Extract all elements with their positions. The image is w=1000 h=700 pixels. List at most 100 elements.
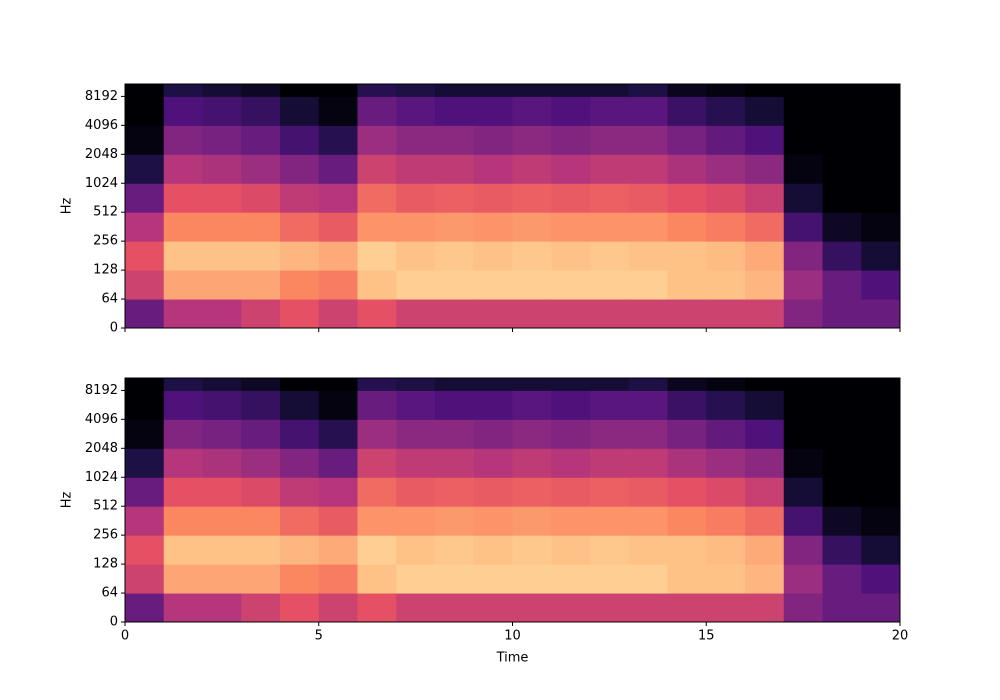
spectrogram-cell	[473, 390, 513, 420]
spectrogram-cell	[706, 390, 746, 420]
spectrogram-cell	[590, 96, 630, 126]
spectrogram-cell	[745, 270, 785, 300]
spectrogram-cell	[357, 448, 397, 478]
spectrogram-cell	[628, 477, 668, 507]
spectrogram-cell	[783, 448, 823, 478]
spectrogram-cell	[473, 154, 513, 184]
spectrogram-cell	[357, 593, 397, 623]
spectrogram-cell	[318, 448, 358, 478]
spectrogram-cell	[396, 241, 436, 271]
spectrogram-cell	[745, 183, 785, 213]
spectrogram-cell	[628, 378, 668, 391]
spectrogram-cell	[318, 125, 358, 155]
spectrogram-cell	[628, 212, 668, 242]
spectrogram-cell	[590, 390, 630, 420]
spectrogram-cell	[861, 270, 901, 300]
spectrogram-cell	[473, 564, 513, 594]
spectrogram-cell	[473, 477, 513, 507]
spectrogram-cell	[163, 84, 203, 97]
spectrogram-cell	[202, 183, 242, 213]
spectrogram-cell	[667, 535, 707, 565]
spectrogram-cell	[202, 212, 242, 242]
spectrogram-cell	[590, 212, 630, 242]
spectrogram-cell	[357, 241, 397, 271]
spectrogram-cell	[628, 593, 668, 623]
spectrogram-cell	[280, 84, 320, 97]
spectrogram-cell	[706, 535, 746, 565]
spectrogram-cell	[241, 390, 281, 420]
spectrogram-cell	[202, 535, 242, 565]
spectrogram-cell	[125, 564, 165, 594]
spectrogram-cell	[357, 378, 397, 391]
spectrogram-cell	[861, 564, 901, 594]
spectrogram-cell	[202, 299, 242, 329]
spectrogram-cell	[667, 299, 707, 329]
spectrogram-cell	[861, 212, 901, 242]
spectrogram-cell	[435, 154, 475, 184]
spectrogram-cell	[590, 593, 630, 623]
spectrogram-cell	[473, 125, 513, 155]
spectrogram-cell	[318, 212, 358, 242]
spectrogram-cell	[202, 270, 242, 300]
spectrogram-cell	[822, 419, 862, 449]
spectrogram-cell	[202, 154, 242, 184]
spectrogram-cell	[822, 448, 862, 478]
spectrogram-cell	[667, 477, 707, 507]
spectrogram-cell	[125, 535, 165, 565]
spectrogram-cell	[125, 299, 165, 329]
spectrogram-cell	[706, 270, 746, 300]
spectrogram-cell	[125, 125, 165, 155]
spectrogram-cell	[590, 84, 630, 97]
spectrogram-cell	[435, 241, 475, 271]
spectrogram-cell	[512, 96, 552, 126]
spectrogram-cell	[435, 593, 475, 623]
x-tick-label: 20	[892, 629, 909, 644]
spectrogram-cell	[745, 212, 785, 242]
spectrogram-cell	[861, 183, 901, 213]
spectrogram-cell	[318, 419, 358, 449]
spectrogram-cell	[628, 448, 668, 478]
spectrogram-cell	[357, 299, 397, 329]
spectrogram-cell	[628, 154, 668, 184]
spectrogram-cell	[783, 378, 823, 391]
spectrogram-cell	[357, 477, 397, 507]
spectrogram-cell	[163, 593, 203, 623]
y-tick-label: 4096	[85, 118, 118, 133]
y-tick-label: 64	[101, 586, 118, 601]
spectrogram-cell	[745, 299, 785, 329]
spectrogram-cell	[822, 212, 862, 242]
spectrogram-cell	[357, 419, 397, 449]
spectrogram-cell	[435, 419, 475, 449]
y-tick-label: 2048	[85, 441, 118, 456]
spectrogram-cell	[628, 125, 668, 155]
spectrogram-cell	[435, 448, 475, 478]
spectrogram-cell	[745, 378, 785, 391]
spectrogram-cell	[667, 448, 707, 478]
spectrogram-cell	[512, 154, 552, 184]
spectrogram-cell	[280, 477, 320, 507]
spectrogram-cell	[125, 378, 165, 391]
spectrogram-cell	[706, 96, 746, 126]
spectrogram-cell	[667, 96, 707, 126]
spectrogram-cell	[590, 564, 630, 594]
spectrogram-cell	[706, 212, 746, 242]
spectrogram-cell	[318, 477, 358, 507]
spectrogram-cell	[590, 125, 630, 155]
spectrogram-cell	[706, 564, 746, 594]
spectrogram-cell	[202, 477, 242, 507]
spectrogram-cell	[783, 299, 823, 329]
spectrogram-cell	[163, 183, 203, 213]
spectrogram-cell	[551, 212, 591, 242]
spectrogram-cell	[783, 125, 823, 155]
spectrogram-cell	[318, 270, 358, 300]
spectrogram-cell	[473, 241, 513, 271]
spectrogram-cell	[706, 477, 746, 507]
spectrogram-cell	[396, 183, 436, 213]
y-axis-label: Hz	[60, 492, 75, 509]
spectrogram-cell	[125, 448, 165, 478]
spectrogram-cell	[861, 299, 901, 329]
x-tick-label: 15	[698, 629, 715, 644]
spectrogram-cell	[280, 299, 320, 329]
spectrogram-cell	[861, 448, 901, 478]
spectrogram-cell	[163, 535, 203, 565]
